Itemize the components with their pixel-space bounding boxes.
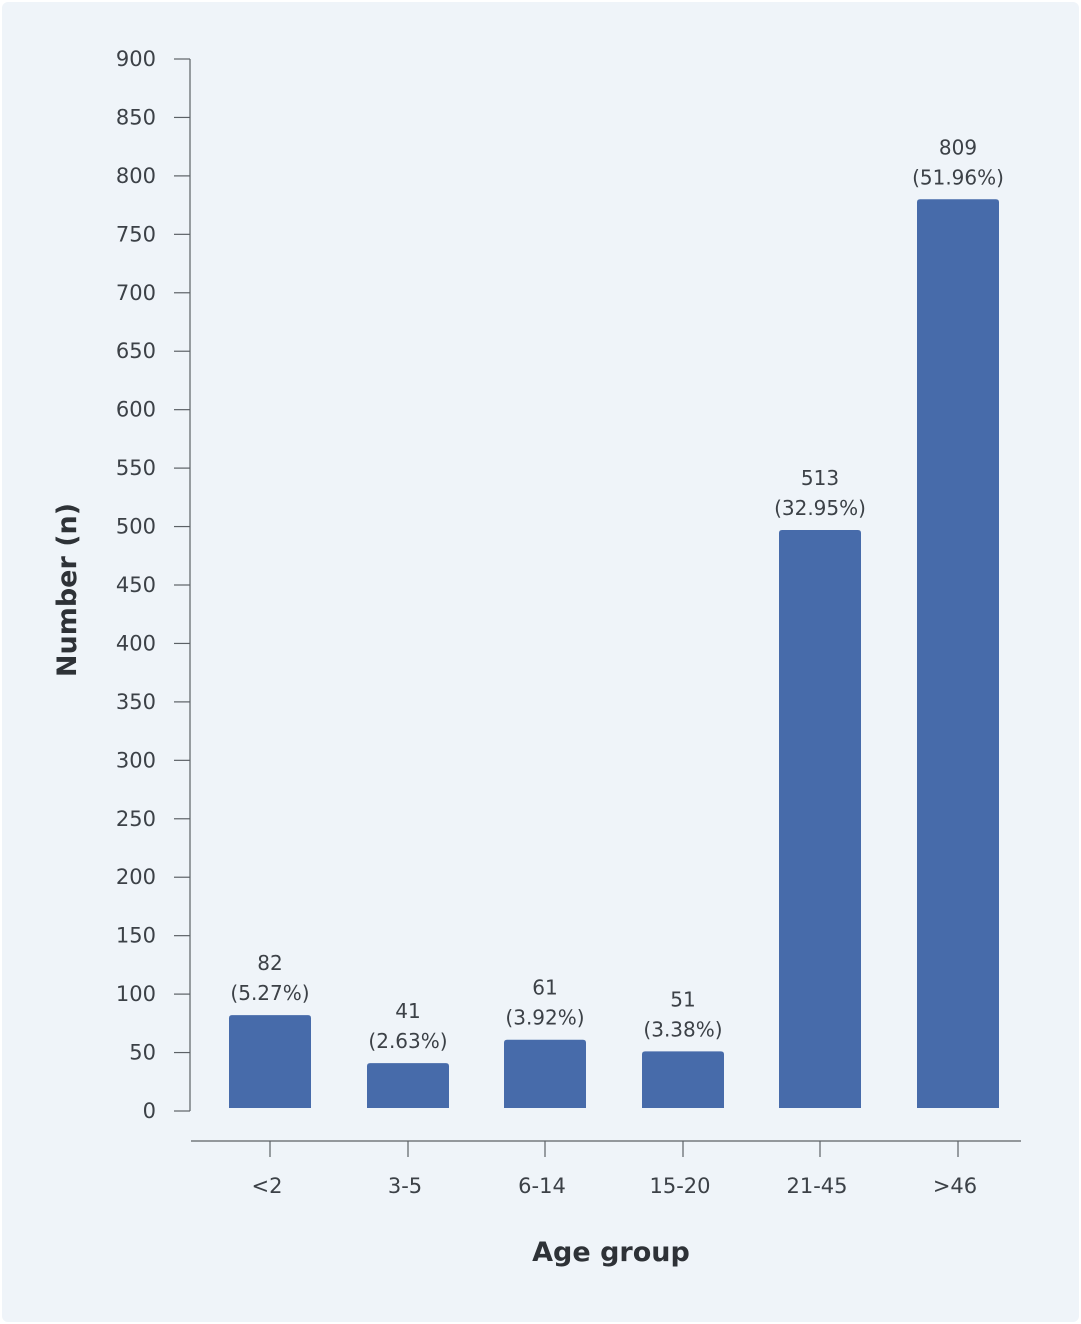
- y-tick-label: 700: [116, 281, 156, 305]
- y-tick-label: 450: [116, 573, 156, 597]
- y-axis: 0 50 100 150 200 250 300 350 400 450 500 550 600 650 7…: [116, 47, 191, 1123]
- x-axis-title: Age group: [532, 1237, 690, 1268]
- data-label-percent: (32.95%): [774, 496, 866, 520]
- y-tick-label: 300: [116, 748, 156, 772]
- y-tick-label: 0: [143, 1099, 156, 1123]
- x-tick-label: >46: [933, 1174, 977, 1198]
- y-tick-label: 200: [116, 865, 156, 889]
- x-axis: <2 3-5 6-14 15-20 21-45 >46: [191, 1140, 1021, 1198]
- y-tick-label: 600: [116, 398, 156, 422]
- data-label-count: 809: [939, 135, 977, 159]
- y-tick-label: 850: [116, 105, 156, 129]
- y-tick-label: 750: [116, 222, 156, 246]
- data-label-percent: (3.92%): [505, 1006, 584, 1030]
- x-tick-label: <2: [252, 1174, 283, 1198]
- bar: [917, 199, 999, 1108]
- y-tick-label: 100: [116, 982, 156, 1006]
- data-label-percent: (3.38%): [643, 1017, 722, 1041]
- y-tick-label: 150: [116, 924, 156, 948]
- y-tick-label: 800: [116, 164, 156, 188]
- y-tick-label: 250: [116, 807, 156, 831]
- x-tick-label: 3-5: [388, 1174, 422, 1198]
- bar: [642, 1051, 724, 1108]
- y-tick-label: 350: [116, 690, 156, 714]
- data-label-count: 51: [670, 987, 695, 1011]
- y-tick-label: 650: [116, 339, 156, 363]
- bar: [367, 1063, 449, 1108]
- data-label-count: 513: [801, 466, 839, 490]
- data-label-count: 61: [532, 976, 557, 1000]
- y-tick-label: 550: [116, 456, 156, 480]
- data-label-count: 82: [257, 951, 282, 975]
- x-tick-label: 6-14: [518, 1174, 566, 1198]
- y-tick-label: 400: [116, 631, 156, 655]
- x-tick-label: 21-45: [786, 1174, 847, 1198]
- y-tick-label: 500: [116, 515, 156, 539]
- y-tick-label: 900: [116, 47, 156, 71]
- data-label-percent: (51.96%): [912, 165, 1004, 189]
- bar: [779, 530, 861, 1108]
- bars: [229, 199, 999, 1108]
- x-tick-label: 15-20: [649, 1174, 710, 1198]
- bar: [229, 1015, 311, 1108]
- bar: [504, 1039, 586, 1108]
- data-label-percent: (2.63%): [368, 1029, 447, 1053]
- y-tick-label: 50: [129, 1041, 156, 1065]
- data-label-count: 41: [395, 999, 420, 1023]
- data-label-percent: (5.27%): [230, 981, 309, 1005]
- data-labels: 82 (5.27%) 41 (2.63%) 61 (3.92%) 51 (3.38%) 513 (…: [230, 135, 1004, 1053]
- y-axis-title: Number (n): [52, 503, 83, 677]
